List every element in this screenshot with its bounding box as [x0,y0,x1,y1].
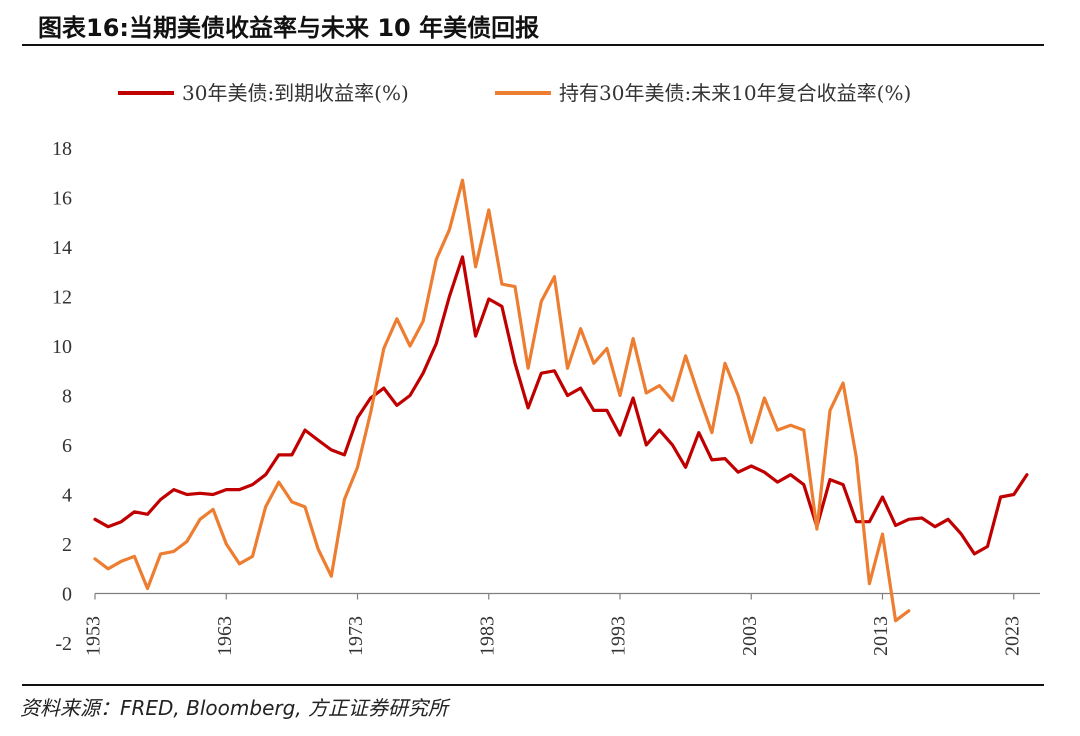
y-tick-label: 14 [52,237,72,259]
legend-label-1: 30年美债:到期收益率(%) [182,81,409,105]
y-tick-label: 8 [62,386,72,408]
x-tick-label: 1963 [214,616,236,656]
y-tick-label: 12 [52,287,72,309]
title-divider [22,44,1044,46]
y-tick-label: 18 [52,138,72,160]
y-axis: 18 16 14 12 10 8 6 4 2 0 -2 [52,138,72,655]
x-tick-label: 2023 [1001,616,1023,656]
x-tick-label: 1993 [608,616,630,656]
y-tick-label: 6 [62,435,72,457]
y-tick-label: 4 [62,485,72,507]
y-tick-label: 0 [62,584,72,606]
x-axis: 1953 1963 1973 1983 1993 2003 2013 2023 [83,592,1040,656]
x-tick-label: 2003 [739,616,761,656]
series-line-1 [93,255,1029,556]
y-tick-label: 2 [62,534,72,556]
x-tick-label: 1953 [83,616,105,656]
chart-title: 图表16:当期美债收益率与未来 10 年美债回报 [38,14,540,42]
legend-label-2: 持有30年美债:未来10年复合收益率(%) [559,81,911,105]
x-tick-label: 1983 [476,616,498,656]
x-tick-label: 1973 [345,616,367,656]
source-note: 资料来源：FRED, Bloomberg, 方正证券研究所 [20,696,449,720]
series-line-2 [93,178,911,623]
series-layer [93,178,1029,623]
y-tick-label: 10 [52,336,72,358]
y-tick-label: -2 [55,633,72,655]
x-tick-label: 2013 [870,616,892,656]
y-tick-label: 16 [52,188,72,210]
source-divider [22,684,1044,686]
legend: 30年美债:到期收益率(%) 持有30年美债:未来10年复合收益率(%) [118,81,911,105]
